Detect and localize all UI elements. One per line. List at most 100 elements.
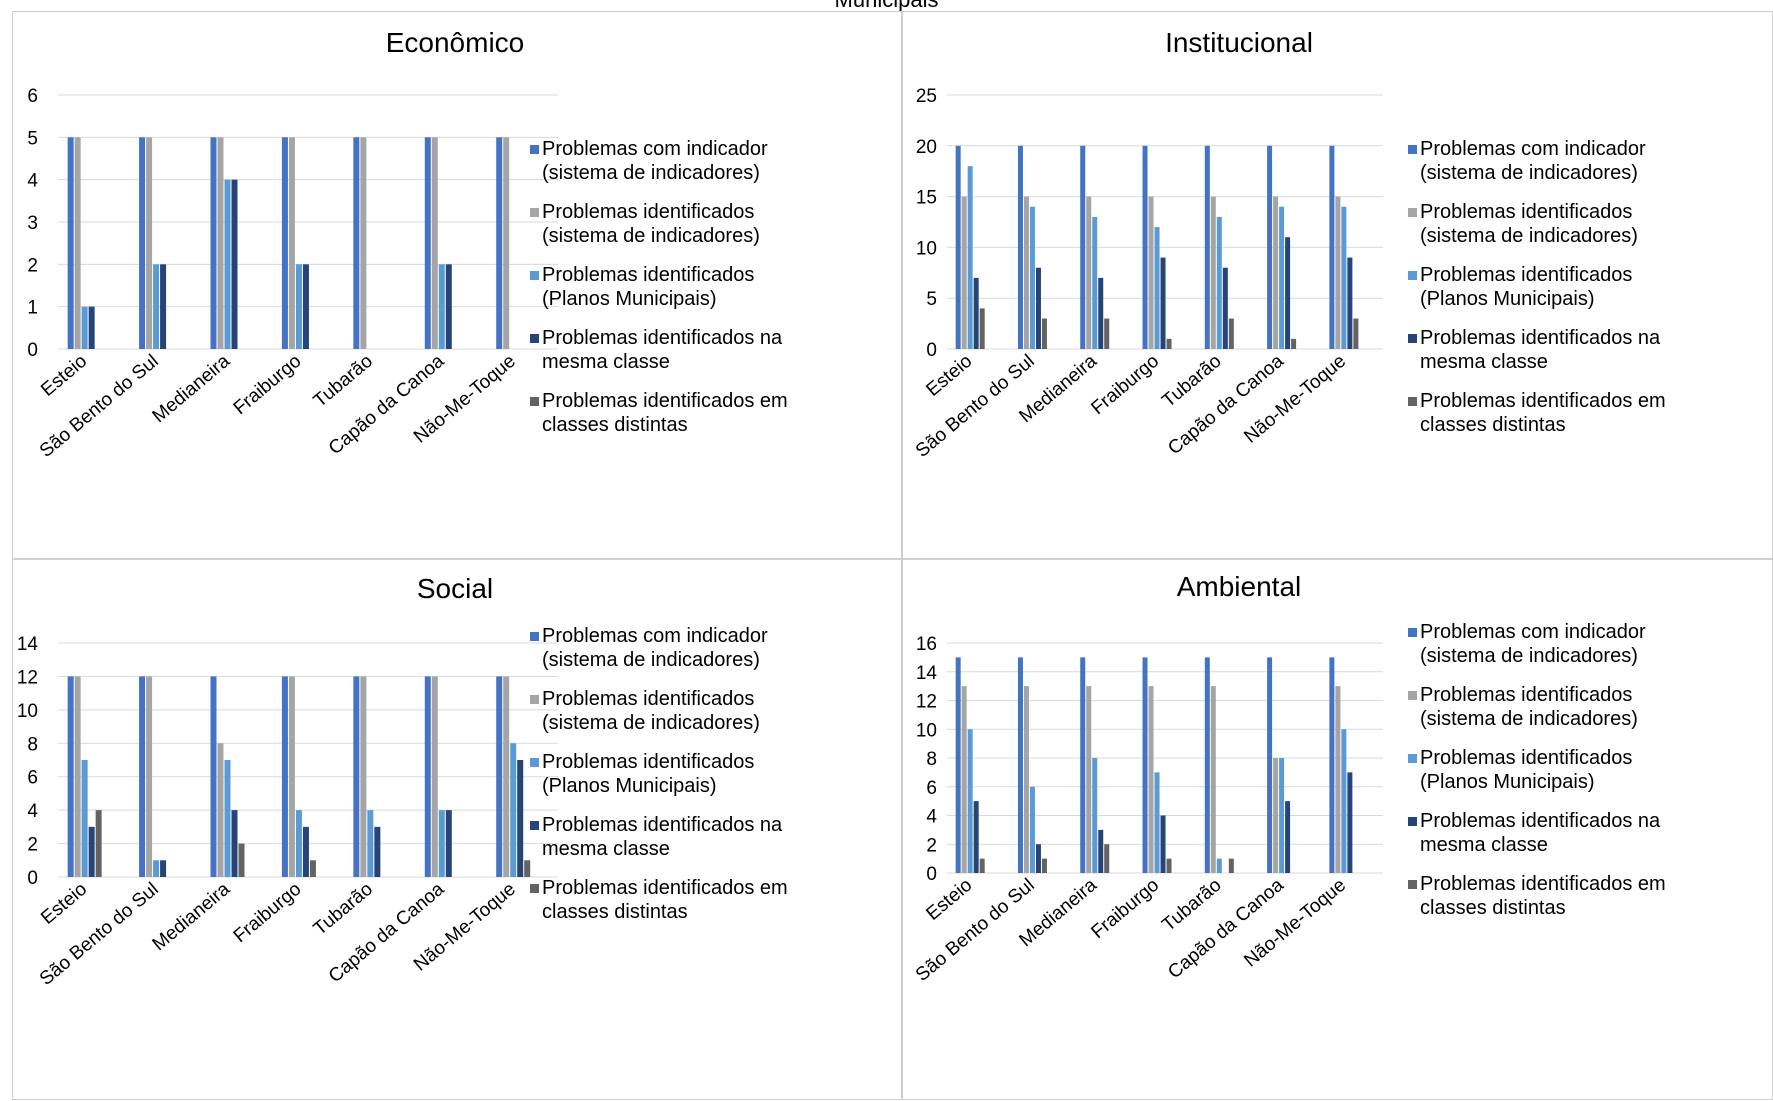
y-tick-label: 0 (926, 864, 937, 885)
x-tick-label: Fraiburgo (230, 879, 306, 947)
bar (153, 860, 160, 877)
x-tick-label: Esteio (37, 879, 91, 929)
bar (438, 810, 445, 877)
bar (1335, 196, 1341, 349)
bar (1279, 206, 1285, 349)
bar (1098, 829, 1104, 873)
bar (74, 137, 81, 349)
bar (1142, 145, 1148, 349)
bar (367, 810, 374, 877)
bar (1279, 758, 1285, 873)
y-tick-label: 2 (27, 835, 38, 856)
y-tick-label: 0 (27, 868, 38, 889)
bar (281, 676, 288, 877)
bar (979, 858, 985, 873)
bar (955, 657, 961, 873)
legend-label: Problemas identificados em classes distin… (1420, 390, 1666, 436)
y-tick-label: 4 (27, 801, 38, 822)
bar (153, 264, 160, 349)
chart-title: Institucional (1165, 27, 1313, 58)
y-tick-label: 12 (916, 692, 937, 713)
x-tick-label: São Bento do Sul (36, 879, 163, 990)
bar (979, 308, 985, 349)
bar (431, 137, 438, 349)
bar (1166, 858, 1172, 873)
bar (1092, 216, 1098, 349)
bar (1353, 318, 1359, 349)
bar (1210, 196, 1216, 349)
y-tick-label: 8 (27, 734, 38, 755)
bar (524, 860, 531, 877)
bar (1273, 196, 1279, 349)
y-tick-label: 6 (926, 778, 937, 799)
legend-swatch (530, 632, 539, 641)
x-tick-label: Fraiburgo (230, 351, 306, 419)
bar (1204, 145, 1210, 349)
bar (95, 810, 102, 877)
bar (224, 760, 231, 877)
y-tick-label: 16 (916, 634, 937, 655)
y-tick-label: 5 (27, 128, 38, 149)
bar (288, 137, 295, 349)
legend-swatch (1408, 691, 1417, 700)
legend-label: Problemas identificados (sistema de indic… (1420, 201, 1638, 247)
legend-swatch (530, 758, 539, 767)
bar (1160, 257, 1166, 349)
y-tick-label: 0 (926, 340, 937, 361)
bar (1166, 338, 1172, 349)
x-tick-label: Medianeira (149, 350, 235, 427)
legend-swatch (530, 884, 539, 893)
bar (1160, 815, 1166, 873)
bar (146, 137, 153, 349)
y-tick-label: 25 (916, 86, 937, 107)
bar (1035, 267, 1041, 349)
bar (1092, 758, 1098, 873)
bar (1154, 772, 1160, 873)
bar (1086, 686, 1092, 873)
bar (1228, 858, 1234, 873)
chart-panel-social: Social 0 2 4 6 8 10 12 14 Esteio São Bento do Sul M… (12, 559, 902, 1100)
chart-panel-institucional: Institucional 0 5 10 15 20 25 Esteio São Bento d… (902, 11, 1773, 559)
bar (1029, 786, 1035, 873)
bar (1329, 657, 1335, 873)
legend-swatch (1408, 208, 1417, 217)
bar (1017, 657, 1023, 873)
bar (309, 860, 316, 877)
bar (1347, 772, 1353, 873)
legend-label: Problemas identificados na mesma classe (542, 327, 783, 373)
bar (224, 179, 231, 349)
legend-swatch (530, 208, 539, 217)
bar (1285, 237, 1291, 349)
bar (517, 760, 524, 877)
bar (1273, 758, 1279, 873)
bar (961, 196, 967, 349)
bar (1148, 686, 1154, 873)
bar (1267, 657, 1273, 873)
y-tick-label: 1 (27, 298, 38, 319)
bar (139, 676, 146, 877)
bar (1335, 686, 1341, 873)
bar (295, 810, 302, 877)
y-tick-label: 2 (27, 255, 38, 276)
bar (1017, 145, 1023, 349)
bar (160, 264, 167, 349)
y-tick-label: 4 (27, 171, 38, 192)
bar (445, 810, 452, 877)
bar (1023, 196, 1029, 349)
bar (353, 137, 360, 349)
y-tick-label: 4 (926, 807, 937, 828)
legend-swatch (530, 821, 539, 830)
bar (302, 264, 309, 349)
bar (295, 264, 302, 349)
bar (1216, 858, 1222, 873)
x-tick-label: Capão da Canoa (1164, 874, 1288, 983)
x-tick-label: Fraiburgo (1087, 875, 1163, 943)
chart-title: Ambiental (1177, 571, 1302, 602)
legend-swatch (1408, 334, 1417, 343)
bar (81, 760, 88, 877)
bar (1142, 657, 1148, 873)
bar (231, 810, 238, 877)
bar (438, 264, 445, 349)
y-tick-label: 14 (17, 634, 39, 655)
